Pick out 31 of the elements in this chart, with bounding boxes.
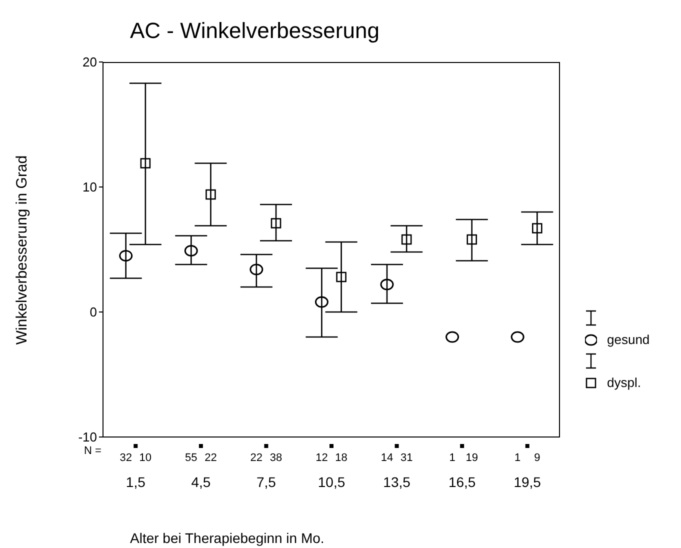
text: 22	[250, 452, 263, 464]
text: 18	[335, 452, 348, 464]
x-tick-label: 4,5	[191, 474, 211, 490]
text: 31	[400, 452, 413, 464]
text: 14	[380, 452, 394, 464]
text: 19	[466, 452, 478, 464]
text: 12	[316, 452, 328, 464]
chart-title: AC - Winkelverbesserung	[130, 18, 380, 44]
text: 22	[204, 452, 217, 464]
x-axis-title: Alter bei Therapiebeginn in Mo.	[130, 530, 324, 546]
text: 10	[139, 452, 152, 464]
x-tick-label: 16,5	[448, 474, 476, 490]
text: 9	[534, 452, 540, 464]
x-tick-label: 7,5	[256, 474, 276, 490]
x-tick-label: 1,5	[126, 474, 146, 490]
y-axis-title: Winkelverbesserung in Grad	[14, 154, 30, 344]
x-tick-label: 19,5	[514, 474, 542, 490]
legend-label: dyspl.	[607, 375, 641, 390]
x-tick-label: 13,5	[383, 474, 411, 490]
text: 32	[120, 452, 132, 464]
x-tick-label: 10,5	[318, 474, 346, 490]
text: N =	[84, 445, 102, 457]
text: 1	[514, 452, 521, 464]
text: 55	[185, 452, 198, 464]
text: 38	[270, 452, 282, 464]
y-tick-label: -10	[78, 430, 97, 445]
y-tick-label: 10	[82, 180, 97, 195]
legend-label: gesund	[607, 332, 650, 347]
y-tick-label: 0	[90, 304, 97, 320]
y-tick-label: 20	[82, 54, 97, 70]
text: 1	[449, 452, 456, 464]
